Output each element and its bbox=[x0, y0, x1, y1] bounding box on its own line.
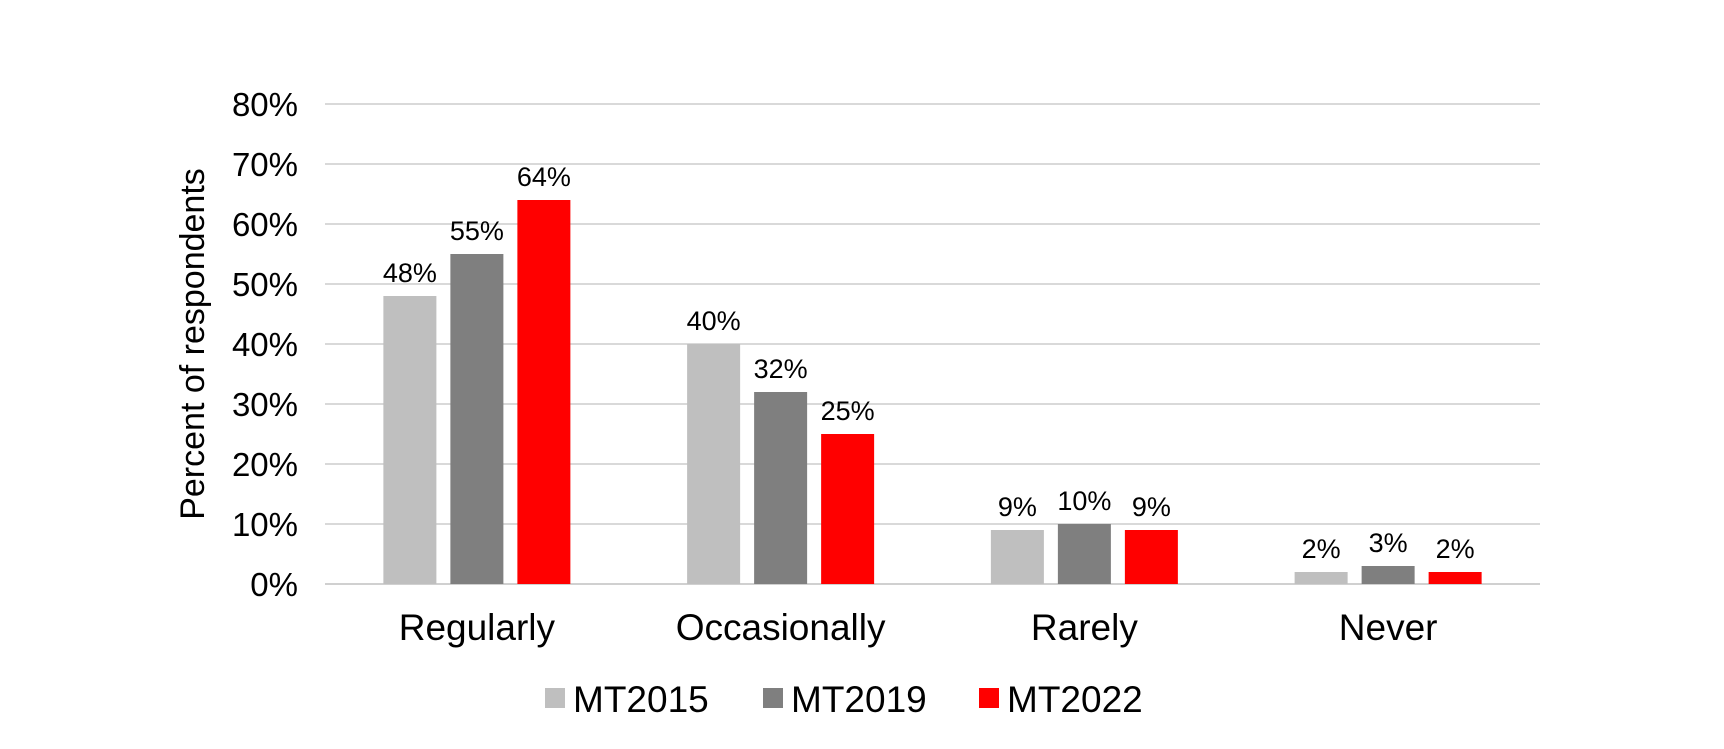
legend-item-mt2015: MT2015 bbox=[545, 679, 709, 720]
data-label: 2% bbox=[1302, 534, 1341, 564]
bar-mt2022 bbox=[1124, 530, 1178, 584]
bar-mt2015 bbox=[1294, 572, 1348, 584]
legend: MT2015 MT2019 MT2022 bbox=[545, 679, 1143, 720]
y-tick-label: 50% bbox=[232, 266, 298, 303]
data-label: 9% bbox=[998, 492, 1037, 522]
bar-mt2022 bbox=[1428, 572, 1482, 584]
y-tick-label: 60% bbox=[232, 206, 298, 243]
data-label: 64% bbox=[517, 162, 571, 192]
y-axis-title: Percent of respondents bbox=[174, 168, 212, 520]
legend-label: MT2022 bbox=[1007, 679, 1143, 720]
y-axis-ticks: 0% 10% 20% 30% 40% 50% 60% 70% 80% bbox=[232, 86, 298, 603]
bars bbox=[383, 200, 1482, 584]
bar-mt2015 bbox=[687, 344, 741, 584]
y-tick-label: 0% bbox=[250, 566, 298, 603]
bar-mt2022 bbox=[517, 200, 571, 584]
legend-swatch bbox=[979, 688, 999, 708]
category-labels: Regularly Occasionally Rarely Never bbox=[399, 607, 1438, 648]
data-label: 48% bbox=[383, 258, 437, 288]
category-label: Occasionally bbox=[676, 607, 886, 648]
y-tick-label: 10% bbox=[232, 506, 298, 543]
bar-mt2015 bbox=[990, 530, 1044, 584]
legend-label: MT2019 bbox=[791, 679, 927, 720]
bar-mt2019 bbox=[1361, 566, 1415, 584]
data-label: 40% bbox=[687, 306, 741, 336]
legend-swatch bbox=[763, 688, 783, 708]
legend-swatch bbox=[545, 688, 565, 708]
data-label: 9% bbox=[1132, 492, 1171, 522]
data-label: 10% bbox=[1057, 486, 1111, 516]
y-tick-label: 20% bbox=[232, 446, 298, 483]
y-tick-label: 70% bbox=[232, 146, 298, 183]
legend-label: MT2015 bbox=[573, 679, 709, 720]
category-label: Rarely bbox=[1031, 607, 1138, 648]
bar-mt2019 bbox=[450, 254, 504, 584]
data-label: 32% bbox=[754, 354, 808, 384]
bar-mt2022 bbox=[821, 434, 875, 584]
category-label: Never bbox=[1339, 607, 1438, 648]
data-label: 55% bbox=[450, 216, 504, 246]
data-label: 3% bbox=[1369, 528, 1408, 558]
gridlines bbox=[325, 103, 1540, 585]
data-label: 2% bbox=[1436, 534, 1475, 564]
y-tick-label: 30% bbox=[232, 386, 298, 423]
legend-item-mt2022: MT2022 bbox=[979, 679, 1143, 720]
bar-mt2019 bbox=[1057, 524, 1111, 584]
legend-item-mt2019: MT2019 bbox=[763, 679, 927, 720]
data-labels: 48% 55% 64% 40% 32% 25% 9% 10% 9% 2% 3% 2% bbox=[383, 162, 1475, 564]
bar-mt2015 bbox=[383, 296, 437, 584]
y-tick-label: 40% bbox=[232, 326, 298, 363]
category-label: Regularly bbox=[399, 607, 556, 648]
data-label: 25% bbox=[821, 396, 875, 426]
y-tick-label: 80% bbox=[232, 86, 298, 123]
bar-mt2019 bbox=[754, 392, 808, 584]
